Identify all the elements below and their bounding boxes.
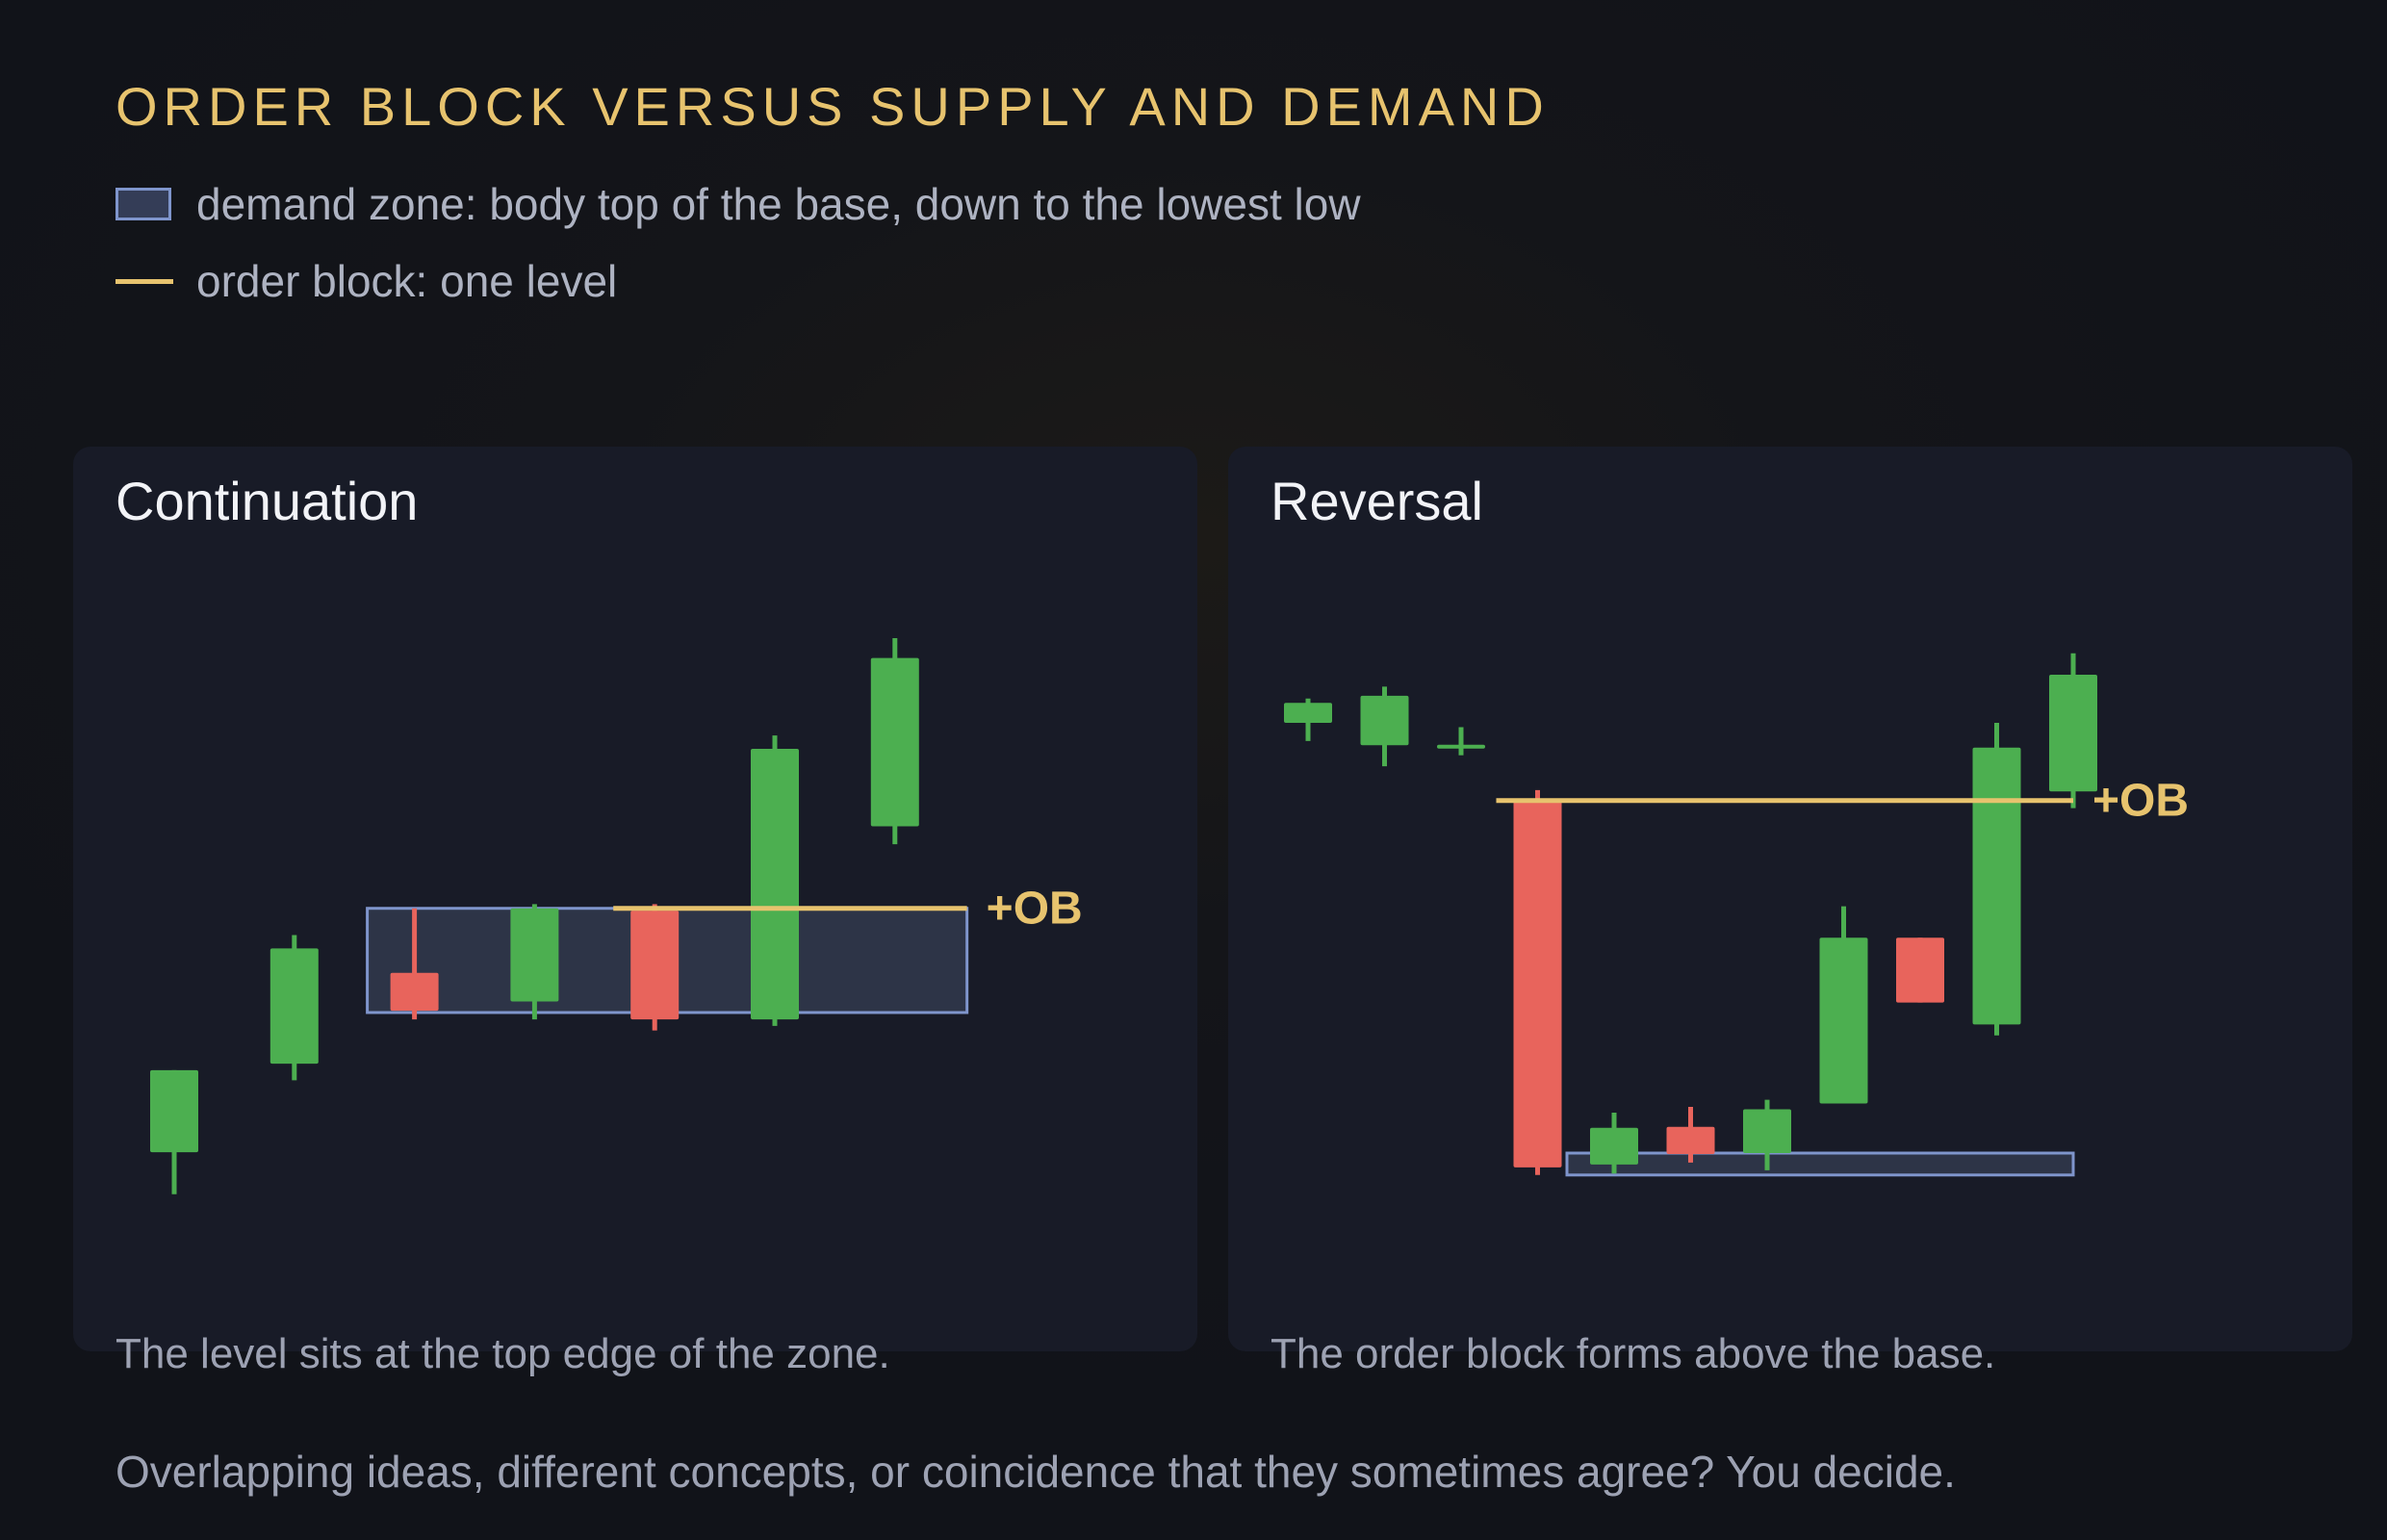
bearish-candle <box>630 904 680 1031</box>
legend-order-block: order block: one level <box>116 254 617 308</box>
bullish-candle <box>270 935 319 1081</box>
candle-body <box>630 911 680 1020</box>
demand-zone <box>1565 1151 2075 1177</box>
page-title: ORDER BLOCK VERSUS SUPPLY AND DEMAND <box>116 76 1550 137</box>
demand-zone-legend-label: demand zone: body top of the base, down … <box>196 179 1361 229</box>
candle-body <box>1437 744 1485 749</box>
bullish-candle <box>870 638 919 845</box>
bullish-candle <box>1360 686 1409 767</box>
candle-body <box>1666 1126 1715 1155</box>
candle-body <box>870 657 919 827</box>
candle-body <box>1819 937 1868 1104</box>
bullish-candle <box>1284 698 1332 741</box>
continuation-chart: +OB <box>150 638 1083 1194</box>
bullish-candle <box>1437 727 1485 756</box>
continuation-panel: Continuation +OB <box>73 447 1197 1351</box>
candle-body <box>1284 703 1332 724</box>
bullish-candle <box>510 904 559 1020</box>
bullish-candle <box>1819 906 1868 1104</box>
bearish-candle <box>390 908 439 1020</box>
bullish-candle <box>1972 723 2021 1036</box>
candle-body <box>270 948 319 1065</box>
continuation-caption: The level sits at the top edge of the zo… <box>116 1330 890 1377</box>
reversal-title: Reversal <box>1270 471 1483 531</box>
reversal-chart: +OB <box>1284 653 2189 1177</box>
order-block-legend-label: order block: one level <box>196 256 618 306</box>
order-block-swatch <box>116 278 173 284</box>
candle-body <box>390 972 439 1012</box>
bearish-candle <box>1896 937 1944 1003</box>
candle-body <box>1743 1109 1791 1154</box>
candle-body <box>1590 1127 1638 1165</box>
bullish-candle <box>2049 653 2097 808</box>
bullish-candle <box>751 735 799 1026</box>
reversal-panel: Reversal +OB <box>1228 447 2352 1351</box>
candle-body <box>150 1069 198 1153</box>
bearish-candle <box>1513 789 1562 1175</box>
bearish-candle <box>1666 1107 1715 1163</box>
order-block-label: +OB <box>2092 776 2189 827</box>
bullish-candle <box>1590 1112 1638 1174</box>
candle-body <box>1360 695 1409 746</box>
legend-demand-zone: demand zone: body top of the base, down … <box>116 177 1361 231</box>
demand-zone-swatch <box>116 188 171 220</box>
candle-body <box>1896 937 1944 1003</box>
candle-body <box>510 908 559 1002</box>
candle-body <box>2049 675 2097 792</box>
footer-question: Overlapping ideas, different concepts, o… <box>116 1447 1956 1497</box>
reversal-caption: The order block forms above the base. <box>1270 1330 1996 1377</box>
continuation-title: Continuation <box>116 471 419 531</box>
candle-body <box>1972 747 2021 1025</box>
candle-body <box>1513 800 1562 1168</box>
candle-body <box>751 748 799 1020</box>
bullish-candle <box>150 1069 198 1194</box>
order-block-label: +OB <box>987 884 1083 935</box>
bullish-candle <box>1743 1099 1791 1170</box>
